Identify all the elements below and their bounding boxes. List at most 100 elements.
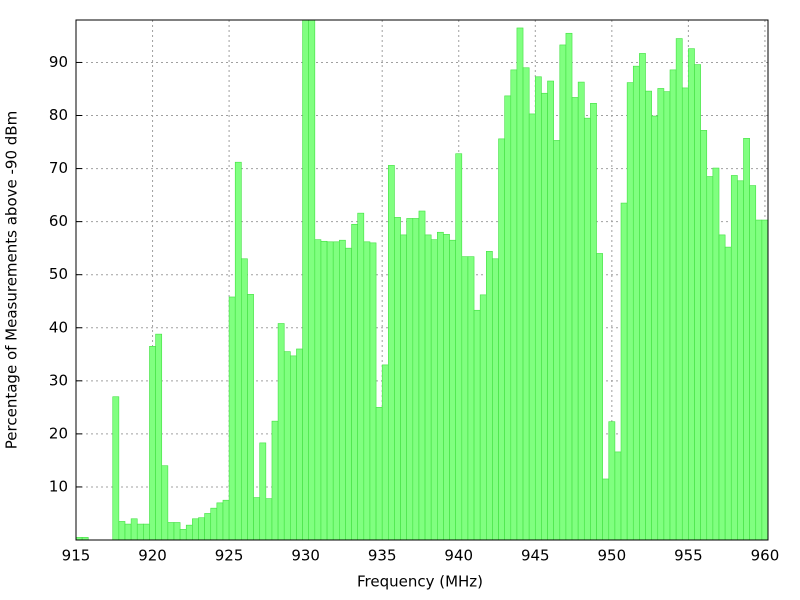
bar [351,223,358,541]
bar [290,355,297,541]
x-tick-label: 920 [138,547,167,565]
x-tick-label: 945 [521,547,550,565]
bar [498,138,505,541]
bar [308,19,316,541]
bar [173,522,181,541]
bar [449,239,456,541]
bar [443,234,450,541]
bar [632,65,640,541]
bar [718,234,726,541]
bar [381,364,389,541]
bar [430,239,438,541]
bar [645,90,652,541]
bar [743,138,750,541]
bar [620,202,628,541]
bar [394,217,401,541]
bar [369,242,377,541]
y-tick-label: 50 [49,265,68,283]
bar [651,115,659,541]
bar [406,218,414,541]
y-tick-label: 60 [49,212,68,230]
bar [302,19,310,541]
bar [547,80,554,541]
bar [737,180,744,541]
y-tick-label: 80 [49,106,68,124]
bar [473,309,481,541]
bar [724,246,732,541]
bar [694,64,701,541]
bar [675,38,683,541]
y-tick-label: 90 [49,53,68,71]
bar [590,103,597,541]
x-tick-label: 960 [751,547,780,565]
bar [639,53,646,541]
bar [467,256,475,541]
bar [663,91,671,541]
bar [136,523,144,541]
x-tick-label: 935 [368,547,397,565]
bar [259,442,267,541]
bar [479,294,487,541]
bar [326,241,334,541]
bar [253,497,261,541]
x-tick-label: 915 [62,547,91,565]
bar [112,396,120,541]
bar [271,420,279,541]
bar [553,140,561,541]
plot-frame [75,19,769,541]
bar [755,219,763,541]
bar [608,421,616,541]
bar [118,521,126,541]
bar [320,240,328,541]
bar [571,97,579,541]
bar [314,239,322,541]
bar [657,88,665,541]
x-tick-label: 925 [215,547,244,565]
bar [179,529,187,541]
bar [296,348,303,541]
bar [363,241,371,541]
bar [669,69,677,541]
y-tick-label: 40 [49,318,68,336]
x-axis-label: Frequency (MHz) [357,573,483,591]
bar [388,165,395,541]
bar [596,253,603,541]
y-axis-label: Percentage of Measurements above -90 dBm [3,111,21,449]
bar [541,92,548,541]
bar [198,517,205,541]
x-tick-label: 955 [674,547,703,565]
bar [283,351,291,541]
bar [143,523,150,541]
bar [375,407,383,541]
bar [216,502,224,541]
bar [228,296,236,541]
bar [234,161,242,541]
bar [277,323,285,541]
bar [149,346,156,541]
bar [412,218,420,541]
bar [332,241,340,541]
bar [688,48,695,541]
bar [749,185,757,541]
bar [492,258,499,541]
bar [185,524,193,541]
bar [504,95,512,541]
bar [418,210,426,541]
x-tick-label: 950 [598,547,627,565]
bar [400,234,407,541]
bar [626,82,634,541]
bar [534,76,542,541]
bar [265,498,273,541]
bar [124,523,132,541]
bar [222,499,230,541]
y-tick-label: 70 [49,159,68,177]
bar [461,256,469,541]
y-tick-label: 10 [49,477,68,495]
bar [167,522,175,541]
bar [241,258,248,541]
bar [424,234,432,541]
bar [583,117,591,541]
bar [247,294,254,541]
